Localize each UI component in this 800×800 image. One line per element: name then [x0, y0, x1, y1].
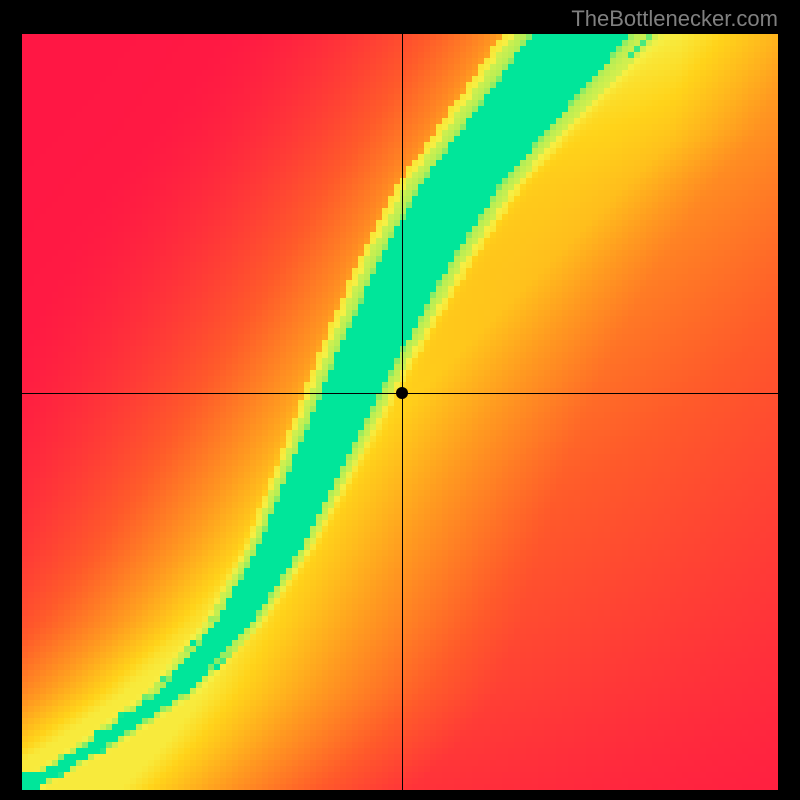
bottleneck-heatmap: [22, 34, 778, 790]
attribution-text: TheBottlenecker.com: [571, 6, 778, 32]
crosshair-vertical: [402, 34, 403, 790]
heatmap-canvas: [22, 34, 778, 790]
operating-point-marker: [396, 387, 408, 399]
